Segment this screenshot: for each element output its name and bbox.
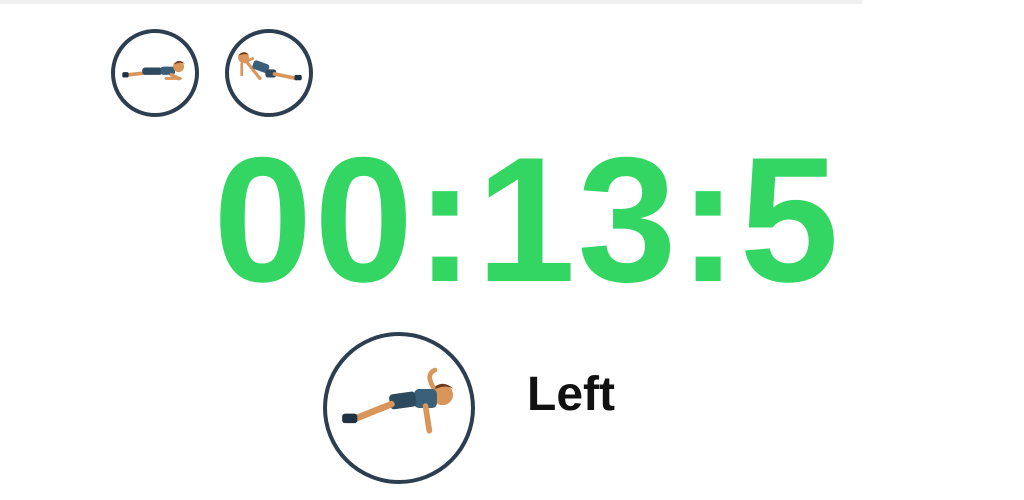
countdown-timer: 00:13:5 bbox=[213, 120, 841, 319]
exercise-thumb-plank[interactable] bbox=[111, 29, 199, 117]
top-divider bbox=[0, 0, 862, 4]
plank-figure-icon bbox=[122, 60, 185, 81]
exercise-thumb-side-plank[interactable] bbox=[225, 29, 313, 117]
side-label: Left bbox=[527, 368, 615, 421]
current-exercise-image bbox=[323, 332, 475, 484]
side-plank-figure-icon bbox=[238, 52, 302, 81]
side-plank-figure-icon bbox=[342, 367, 454, 434]
